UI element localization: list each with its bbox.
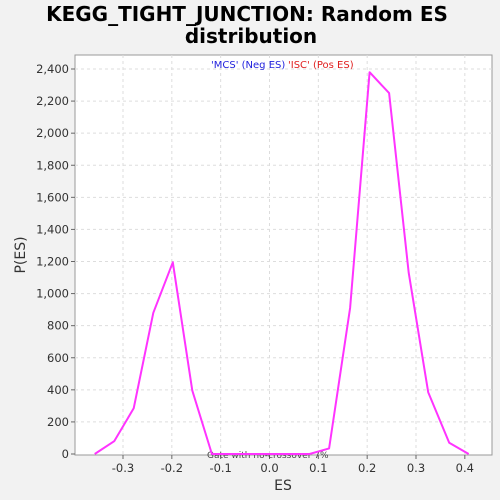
- chart-title-line2: distribution: [185, 24, 317, 48]
- y-tick-label: 0: [62, 447, 69, 461]
- legend-neg: 'MCS' (Neg ES): [211, 60, 285, 71]
- legend-pos: 'ISC' (Pos ES): [288, 60, 354, 71]
- y-tick-label: 1,800: [36, 158, 69, 172]
- y-tick-label: 1,000: [36, 287, 69, 301]
- y-tick-label: 400: [47, 383, 69, 397]
- x-tick-label: -0.2: [161, 461, 183, 475]
- x-axis-label: ES: [274, 478, 292, 494]
- x-tick-label: 0.1: [309, 461, 327, 475]
- y-tick-label: 2,400: [36, 62, 69, 76]
- y-tick-label: 2,000: [36, 126, 69, 140]
- x-tick-label: 0.3: [407, 461, 425, 475]
- x-tick-label: -0.3: [112, 461, 134, 475]
- y-tick-label: 2,200: [36, 94, 69, 108]
- y-tick-label: 800: [47, 319, 69, 333]
- chart-note: Gate with no-crossover 7%: [207, 451, 329, 461]
- series-layer: [94, 71, 470, 455]
- series-line: [94, 71, 470, 455]
- y-axis-label: P(ES): [13, 236, 29, 273]
- plot-area: [74, 54, 493, 456]
- x-tick-label: -0.1: [209, 461, 231, 475]
- y-tick-label: 600: [47, 351, 69, 365]
- x-axis: -0.3 -0.2 -0.1 0.0 0.1 0.2 0.3 0.4: [112, 455, 474, 475]
- x-tick-label: 0.4: [456, 461, 474, 475]
- grid: [75, 55, 492, 455]
- chart-title-line1: KEGG_TIGHT_JUNCTION: Random ES: [46, 2, 448, 26]
- y-tick-label: 200: [47, 415, 69, 429]
- y-tick-label: 1,200: [36, 255, 69, 269]
- y-axis: 0 200 400 600 800 1,000 1,200 1,400 1,600 1,800 2,…: [36, 62, 75, 461]
- y-tick-label: 1,600: [36, 190, 69, 204]
- y-tick-label: 1,400: [36, 222, 69, 236]
- x-tick-label: 0.0: [260, 461, 278, 475]
- x-tick-label: 0.2: [358, 461, 376, 475]
